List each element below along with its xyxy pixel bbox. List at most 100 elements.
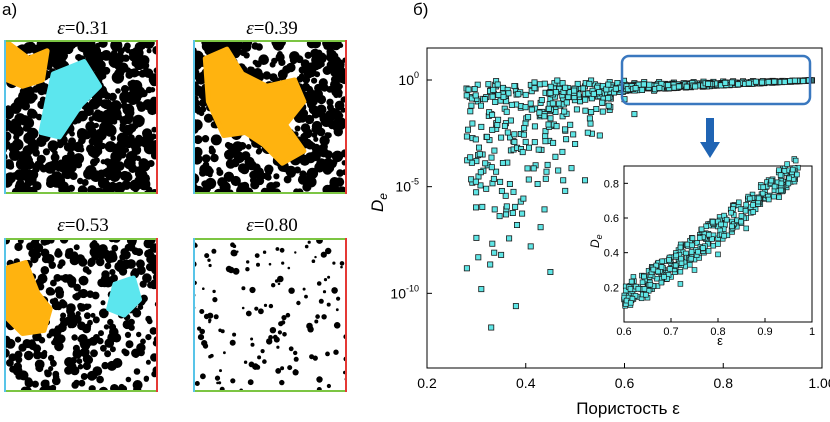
inset-data-point [668,260,674,266]
data-point [511,131,518,138]
data-point [561,92,568,99]
inset-data-point [755,201,761,207]
solid-particle [145,359,151,365]
inset-data-point [650,266,657,273]
data-point [627,87,634,94]
data-point [801,78,808,85]
solid-particle [41,349,48,356]
inset-data-point [721,212,727,219]
data-point [541,80,548,87]
inset-data-point [711,221,717,227]
data-point [596,89,603,96]
inset-data-point [762,196,768,202]
data-point [491,249,498,256]
data-point [699,83,706,90]
data-point [684,80,691,87]
y-tick-label: 10-5 [395,177,419,195]
data-point [667,82,674,89]
inset-data-point [688,255,694,262]
data-point [731,79,738,86]
data-point [626,85,633,92]
inset-data-point [705,241,711,247]
data-point [732,81,739,88]
data-point [546,89,553,96]
data-point [532,105,539,112]
inset-data-point [663,272,670,278]
data-point [656,82,663,89]
inset-data-point [650,283,657,289]
solid-particle [201,340,208,347]
data-point [614,80,621,87]
data-point [632,85,639,92]
solid-particle [75,54,83,61]
inset-data-point [741,215,747,222]
data-point [501,105,508,112]
inset-data-point [749,195,756,201]
solid-particle [145,315,152,323]
inset-data-point [676,261,683,267]
solid-particle [90,349,98,358]
solid-particle [4,109,14,120]
inset-data-point [639,291,646,298]
data-point [547,268,554,275]
data-point [696,82,703,89]
data-point [751,78,758,85]
inset-data-point [736,199,742,206]
solid-particle [107,332,118,343]
data-point [742,79,749,86]
inset-data-point [715,241,721,247]
inset-data-point [702,243,708,249]
inset-data-point [748,210,754,216]
solid-particle [246,260,250,264]
solid-particle [138,69,147,78]
solid-particle [322,66,332,75]
data-point [630,85,637,92]
data-point [606,94,613,101]
data-point [665,85,672,92]
solid-particle [272,334,278,340]
data-point [784,78,791,85]
data-point [487,87,494,94]
data-point [691,82,698,89]
eps-title-3: ε=0.53 [57,215,109,236]
data-point [704,80,711,87]
inset-data-point [684,241,691,248]
solid-particle [27,141,39,154]
inset-data-point [795,164,801,171]
data-point [666,85,673,92]
data-point [639,87,646,94]
solid-particle [136,331,142,338]
data-point [541,206,548,213]
data-point [710,81,717,88]
inset-data-point [631,278,637,284]
data-point [522,138,529,145]
data-point [493,168,500,175]
solid-particle [126,91,135,100]
data-point [778,78,785,85]
inset-data-point [676,260,683,267]
inset-data-point [698,227,705,234]
solid-particle [98,68,105,74]
solid-particle [294,125,301,132]
solid-particle [128,318,135,326]
data-point [464,157,471,164]
inset-data-point [654,267,661,274]
data-point [749,78,756,85]
inset-data-point [736,200,742,207]
inset-data-point [703,236,709,242]
data-point [658,84,665,91]
data-point [517,104,524,111]
inset-data-point [693,247,699,253]
data-point [567,94,574,101]
solid-particle [326,302,331,307]
data-point [546,108,553,115]
inset-data-point [710,242,717,249]
data-point [468,95,475,102]
data-point [599,83,606,90]
data-point [623,85,630,92]
data-point [551,80,558,87]
inset-data-point [672,269,678,275]
data-point [779,77,786,84]
data-point [616,84,623,91]
inset-data-point [654,260,661,267]
